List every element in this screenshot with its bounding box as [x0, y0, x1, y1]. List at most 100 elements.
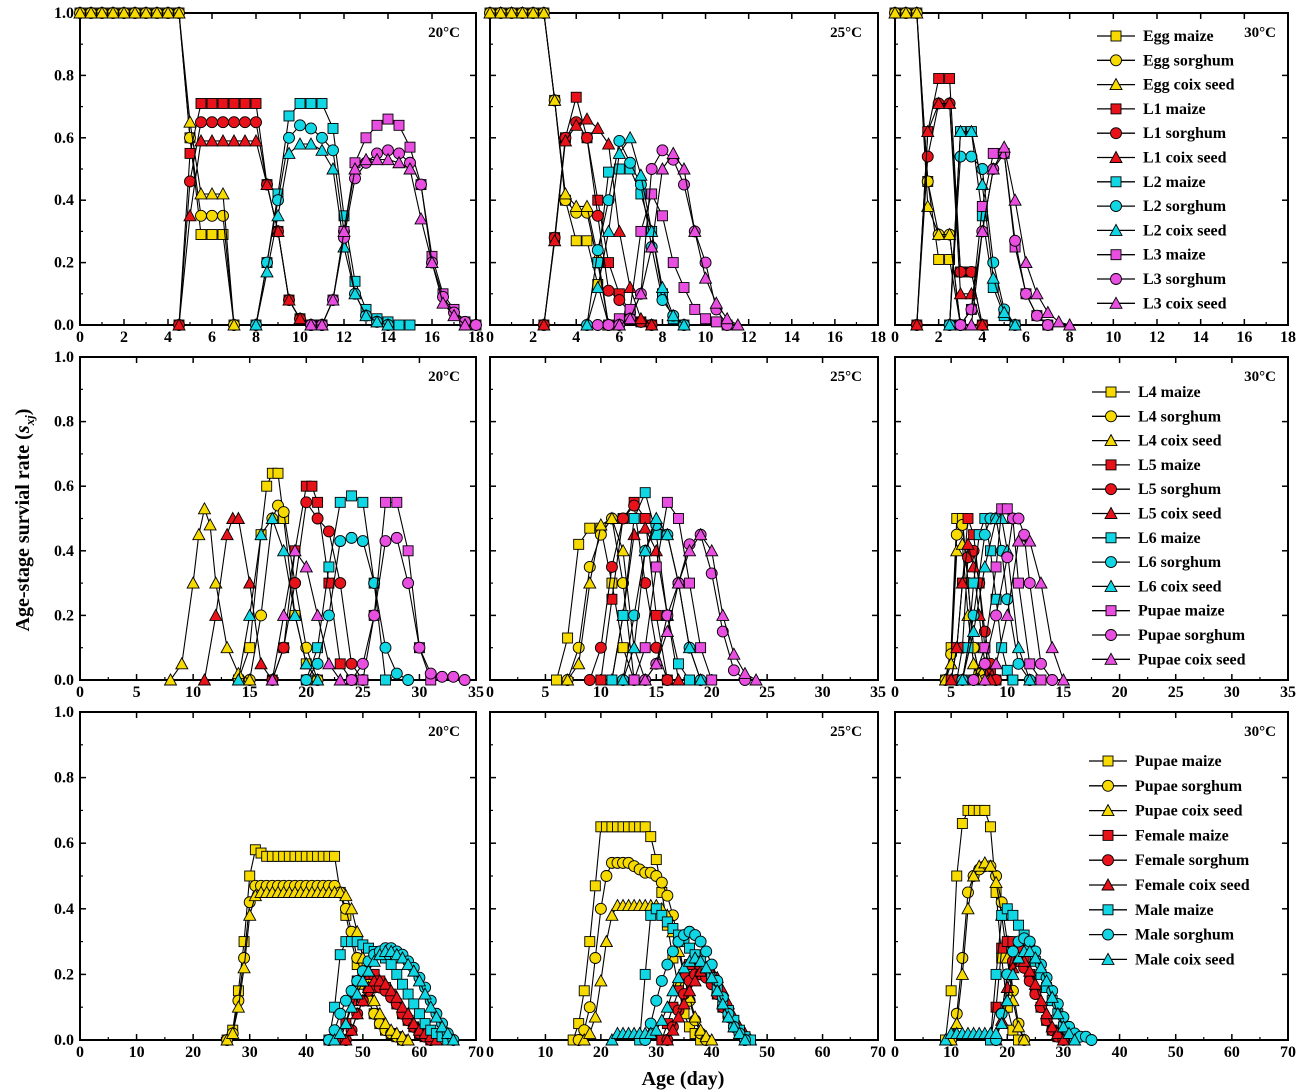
data-point: [205, 133, 219, 147]
data-point: [220, 640, 234, 654]
legend-label: Pupae coix seed: [1138, 651, 1246, 668]
x-tick-label: 14: [380, 329, 396, 346]
data-point: [684, 942, 695, 954]
data-point: [265, 511, 280, 524]
x-tick-label: 18: [468, 329, 484, 346]
data-point: [613, 163, 625, 175]
data-point: [1001, 593, 1014, 606]
data-point: [950, 528, 963, 541]
data-point: [250, 98, 262, 109]
data-point: [195, 229, 207, 240]
data-point: [606, 674, 618, 686]
panel-r1-c2: 0 5 10 15 20 25 30 35 30°C: [891, 356, 1296, 701]
data-point: [666, 146, 680, 159]
y-tick-label: 0.0: [54, 317, 74, 334]
data-point: [671, 970, 686, 984]
data-point: [617, 512, 629, 525]
data-point: [964, 318, 979, 331]
y-axis-title-close: ): [12, 409, 34, 416]
data-point: [106, 6, 120, 19]
legend-marker: [1104, 433, 1118, 447]
x-tick-label: 10: [129, 1044, 145, 1061]
data-point: [304, 137, 318, 150]
y-tick-label: 0.4: [54, 192, 74, 209]
data-point: [606, 577, 618, 589]
data-point: [95, 6, 109, 19]
data-point: [390, 667, 403, 680]
data-point: [1022, 534, 1037, 547]
data-point: [1041, 319, 1054, 331]
data-point: [334, 949, 346, 961]
legend-marker: [1109, 223, 1123, 236]
data-point: [526, 6, 540, 19]
data-point: [1051, 1026, 1065, 1039]
data-point: [704, 1033, 719, 1046]
data-point: [206, 209, 218, 222]
data-point: [339, 888, 353, 902]
data-point: [588, 1010, 603, 1023]
data-point: [639, 968, 651, 980]
x-tick-label: 5: [133, 684, 141, 701]
data-point: [979, 642, 991, 654]
data-point: [504, 6, 519, 19]
legend-label: Female maize: [1135, 827, 1229, 844]
x-tick-label: 12: [336, 329, 352, 346]
legend-marker: [1110, 249, 1122, 261]
data-point: [671, 673, 686, 686]
data-point: [738, 1033, 752, 1046]
data-point: [315, 143, 329, 156]
data-point: [944, 73, 956, 84]
plot-frame: [79, 711, 477, 1041]
data-point: [591, 319, 604, 331]
data-point: [242, 576, 257, 589]
data-point: [645, 163, 658, 175]
legend-marker: [1110, 127, 1122, 140]
x-tick-label: 20: [1112, 684, 1128, 701]
data-point: [249, 318, 263, 331]
series-line-egg-coix-seed: [895, 12, 962, 326]
x-tick-label: 16: [1236, 329, 1252, 346]
data-point: [983, 859, 998, 872]
data-point: [580, 318, 594, 331]
data-point: [990, 968, 1002, 980]
data-point: [397, 978, 408, 990]
legend-label: L3 coix seed: [1143, 295, 1227, 312]
data-point: [573, 538, 585, 550]
data-point: [984, 545, 996, 557]
series-line-pupae-sorghum: [351, 537, 465, 681]
data-point: [560, 673, 575, 686]
panel-r2-c1: 0 10 20 30 40 50 60 70 25°C: [486, 711, 886, 1061]
data-point: [1012, 512, 1025, 525]
data-point: [949, 543, 964, 557]
data-point: [345, 531, 358, 544]
data-point: [446, 1033, 461, 1046]
data-point: [316, 131, 328, 144]
data-point: [391, 496, 403, 508]
data-point: [271, 208, 285, 222]
data-point: [128, 6, 142, 19]
data-point: [984, 821, 996, 833]
data-point: [655, 1013, 669, 1026]
legend-marker: [1110, 54, 1122, 67]
data-point: [684, 577, 695, 589]
data-point: [470, 319, 482, 331]
legend-marker: [1105, 605, 1117, 617]
series-group: [73, 6, 482, 331]
data-point: [1056, 673, 1071, 686]
data-point: [616, 543, 630, 557]
data-point: [183, 115, 197, 128]
x-tick-label: 20: [593, 1044, 609, 1061]
data-point: [720, 311, 734, 325]
data-point: [666, 308, 680, 322]
data-point: [910, 6, 924, 19]
data-point: [583, 1001, 596, 1014]
x-tick-label: 60: [1224, 1044, 1240, 1061]
data-point: [705, 567, 718, 580]
data-point: [1023, 577, 1036, 590]
data-point: [589, 880, 601, 892]
data-point: [393, 119, 405, 131]
data-point: [216, 187, 230, 200]
series-line-l6-coix-seed: [622, 517, 702, 681]
data-point: [380, 674, 391, 686]
temperature-label: 30°C: [1244, 724, 1276, 740]
